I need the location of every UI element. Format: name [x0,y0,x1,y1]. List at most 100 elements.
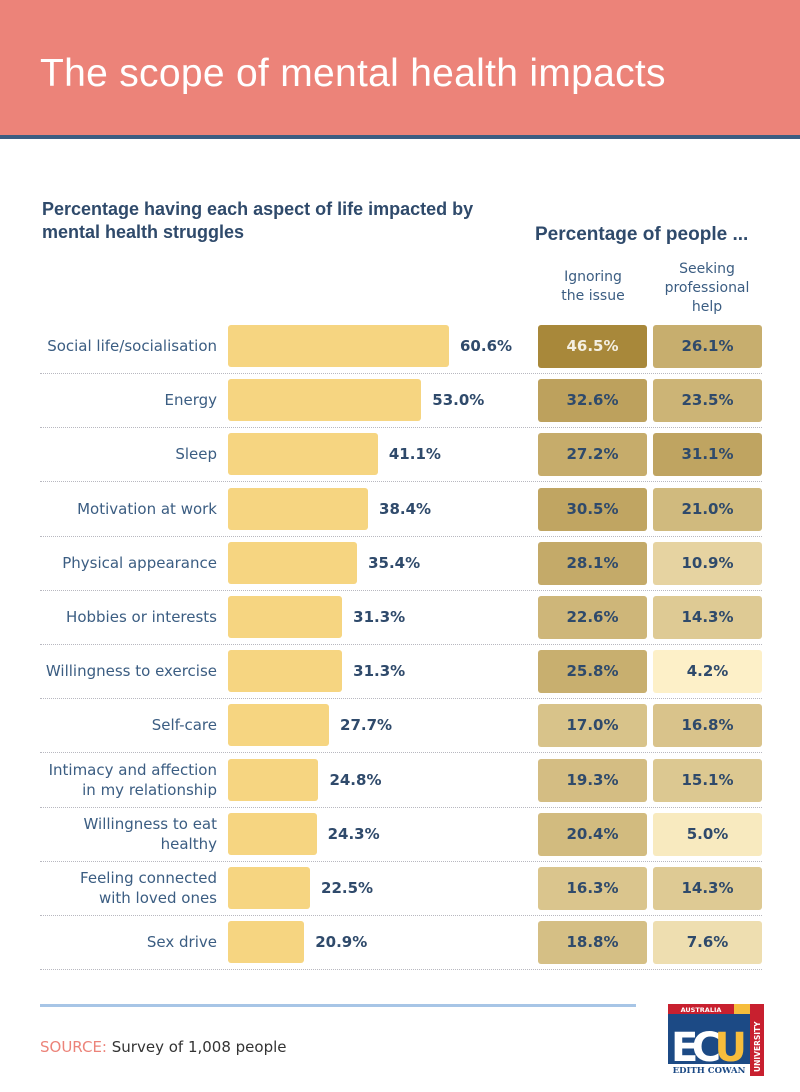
category-label: Social life/socialisation [47,336,217,356]
category-label: Sleep [175,444,217,464]
heatmap-cell: 23.5% [653,379,762,423]
category-label-line: Energy [164,391,217,410]
bar-value-label: 60.6% [460,337,513,355]
bar [228,812,317,855]
row-separator [40,427,762,429]
bar [228,704,330,747]
row-separator [40,915,762,916]
category-label-line: Willingness to exercise [45,662,217,681]
bar [228,596,343,638]
heatmap-cell: 19.3% [538,758,647,802]
category-label: Hobbies or interests [66,607,217,627]
category-label-line: in my relationship [82,780,217,799]
heatmap-cell: 17.0% [538,704,647,748]
svg-text:ECU: ECU [671,1025,747,1071]
category-label: Physical appearance [62,553,217,573]
source-note: SOURCE: Survey of 1,008 people [40,1038,287,1056]
column-header-seeking: Seeking professional help [652,260,762,317]
bar-value-label: 53.0% [432,391,485,410]
row-separator [40,481,762,483]
row-separator [40,752,762,754]
row-separator [40,644,762,645]
heatmap-cell: 28.1% [538,541,647,585]
bar [228,867,311,909]
category-label: Sex drive [147,932,217,952]
bar-value-label: 22.5% [321,879,374,897]
header-band [0,0,800,135]
heatmap-cell: 14.3% [653,596,762,639]
heatmap-cell: 30.5% [538,487,647,531]
category-label: Self-care [152,715,217,735]
row-separator [40,698,762,700]
bar-value-label: 24.3% [327,824,380,843]
heatmap-cell: 25.8% [538,650,647,694]
bar-value-label: 35.4% [368,553,421,572]
heatmap-cell: 22.6% [538,596,647,639]
heatmap-cell: 20.4% [538,812,647,856]
category-label: Energy [164,390,217,410]
category-label: Willingness to eat healthy [84,814,217,854]
bar [228,650,343,693]
bar [228,433,378,476]
source-text: Survey of 1,008 people [111,1038,287,1056]
bar-value-label: 27.7% [340,716,393,735]
heatmap-cell: 32.6% [538,379,647,423]
category-label-line: Intimacy and affection [48,760,217,779]
bar [228,541,358,584]
row-separator [40,589,762,591]
heatmap-cell: 31.1% [653,433,762,477]
category-label-line: with loved ones [98,889,217,907]
svg-text:EDITH COWAN: EDITH COWAN [673,1066,746,1076]
heatmap-title: Percentage of people ... [535,224,749,245]
heatmap-cell: 10.9% [653,541,762,585]
bar-chart-title: Percentage having each aspect of life im… [42,199,474,242]
category-label-line: Sleep [175,445,217,464]
bar [228,758,319,801]
bar-value-label: 24.8% [329,770,382,789]
page-title: The scope of mental health impacts [40,52,666,95]
row-separator [40,806,762,808]
heatmap-cell: 16.3% [538,867,647,910]
category-label: Willingness to exercise [46,661,217,681]
svg-text:UNIVERSITY: UNIVERSITY [753,1021,762,1072]
column-header-line: Ignoring [564,269,622,285]
heatmap-cell: 7.6% [653,921,762,965]
category-label-line: Social life/socialisation [47,337,217,355]
ecu-logo: AUSTRALIA ECU EDITH COWAN UNIVERSITY [668,1004,764,1076]
svg-text:AUSTRALIA: AUSTRALIA [681,1006,722,1014]
heatmap-cell: 46.5% [538,325,647,368]
category-label: Motivation at work [77,499,217,519]
bar [228,487,369,530]
column-header-line: help [691,299,723,315]
bar [228,379,422,422]
heatmap-cell: 14.3% [653,867,762,910]
heatmap-cell: 26.1% [653,325,762,368]
heatmap-cell: 18.8% [538,921,647,965]
category-label-line: Feeling connected [80,869,217,887]
row-separator [40,860,762,862]
header-divider [0,135,800,139]
heatmap-cell: 5.0% [653,812,762,856]
heatmap-cell: 15.1% [653,758,762,802]
column-header-line: professional [664,280,750,296]
bar-value-label: 20.9% [315,933,368,952]
category-label-line: Physical appearance [62,553,217,572]
heatmap-cell: 16.8% [653,704,762,748]
category-label-line: healthy [160,834,217,853]
heatmap-cell: 21.0% [653,487,762,531]
row-separator [40,969,762,971]
column-header-line: the issue [561,288,625,304]
category-label-line: Sex drive [146,933,217,952]
heatmap-cell: 4.2% [653,650,762,694]
heatmap-cell: 27.2% [538,433,647,477]
category-label-line: Willingness to eat [83,814,217,833]
category-label: Intimacy and affection in my relationship [49,760,217,800]
bar-value-label: 31.3% [353,608,406,626]
bar-value-label: 38.4% [379,499,432,518]
source-key: SOURCE: [40,1038,107,1056]
bar-value-label: 41.1% [388,445,441,464]
footer-divider [40,1004,636,1007]
category-label-line: Self-care [151,716,217,735]
bar-value-label: 31.3% [353,662,406,681]
